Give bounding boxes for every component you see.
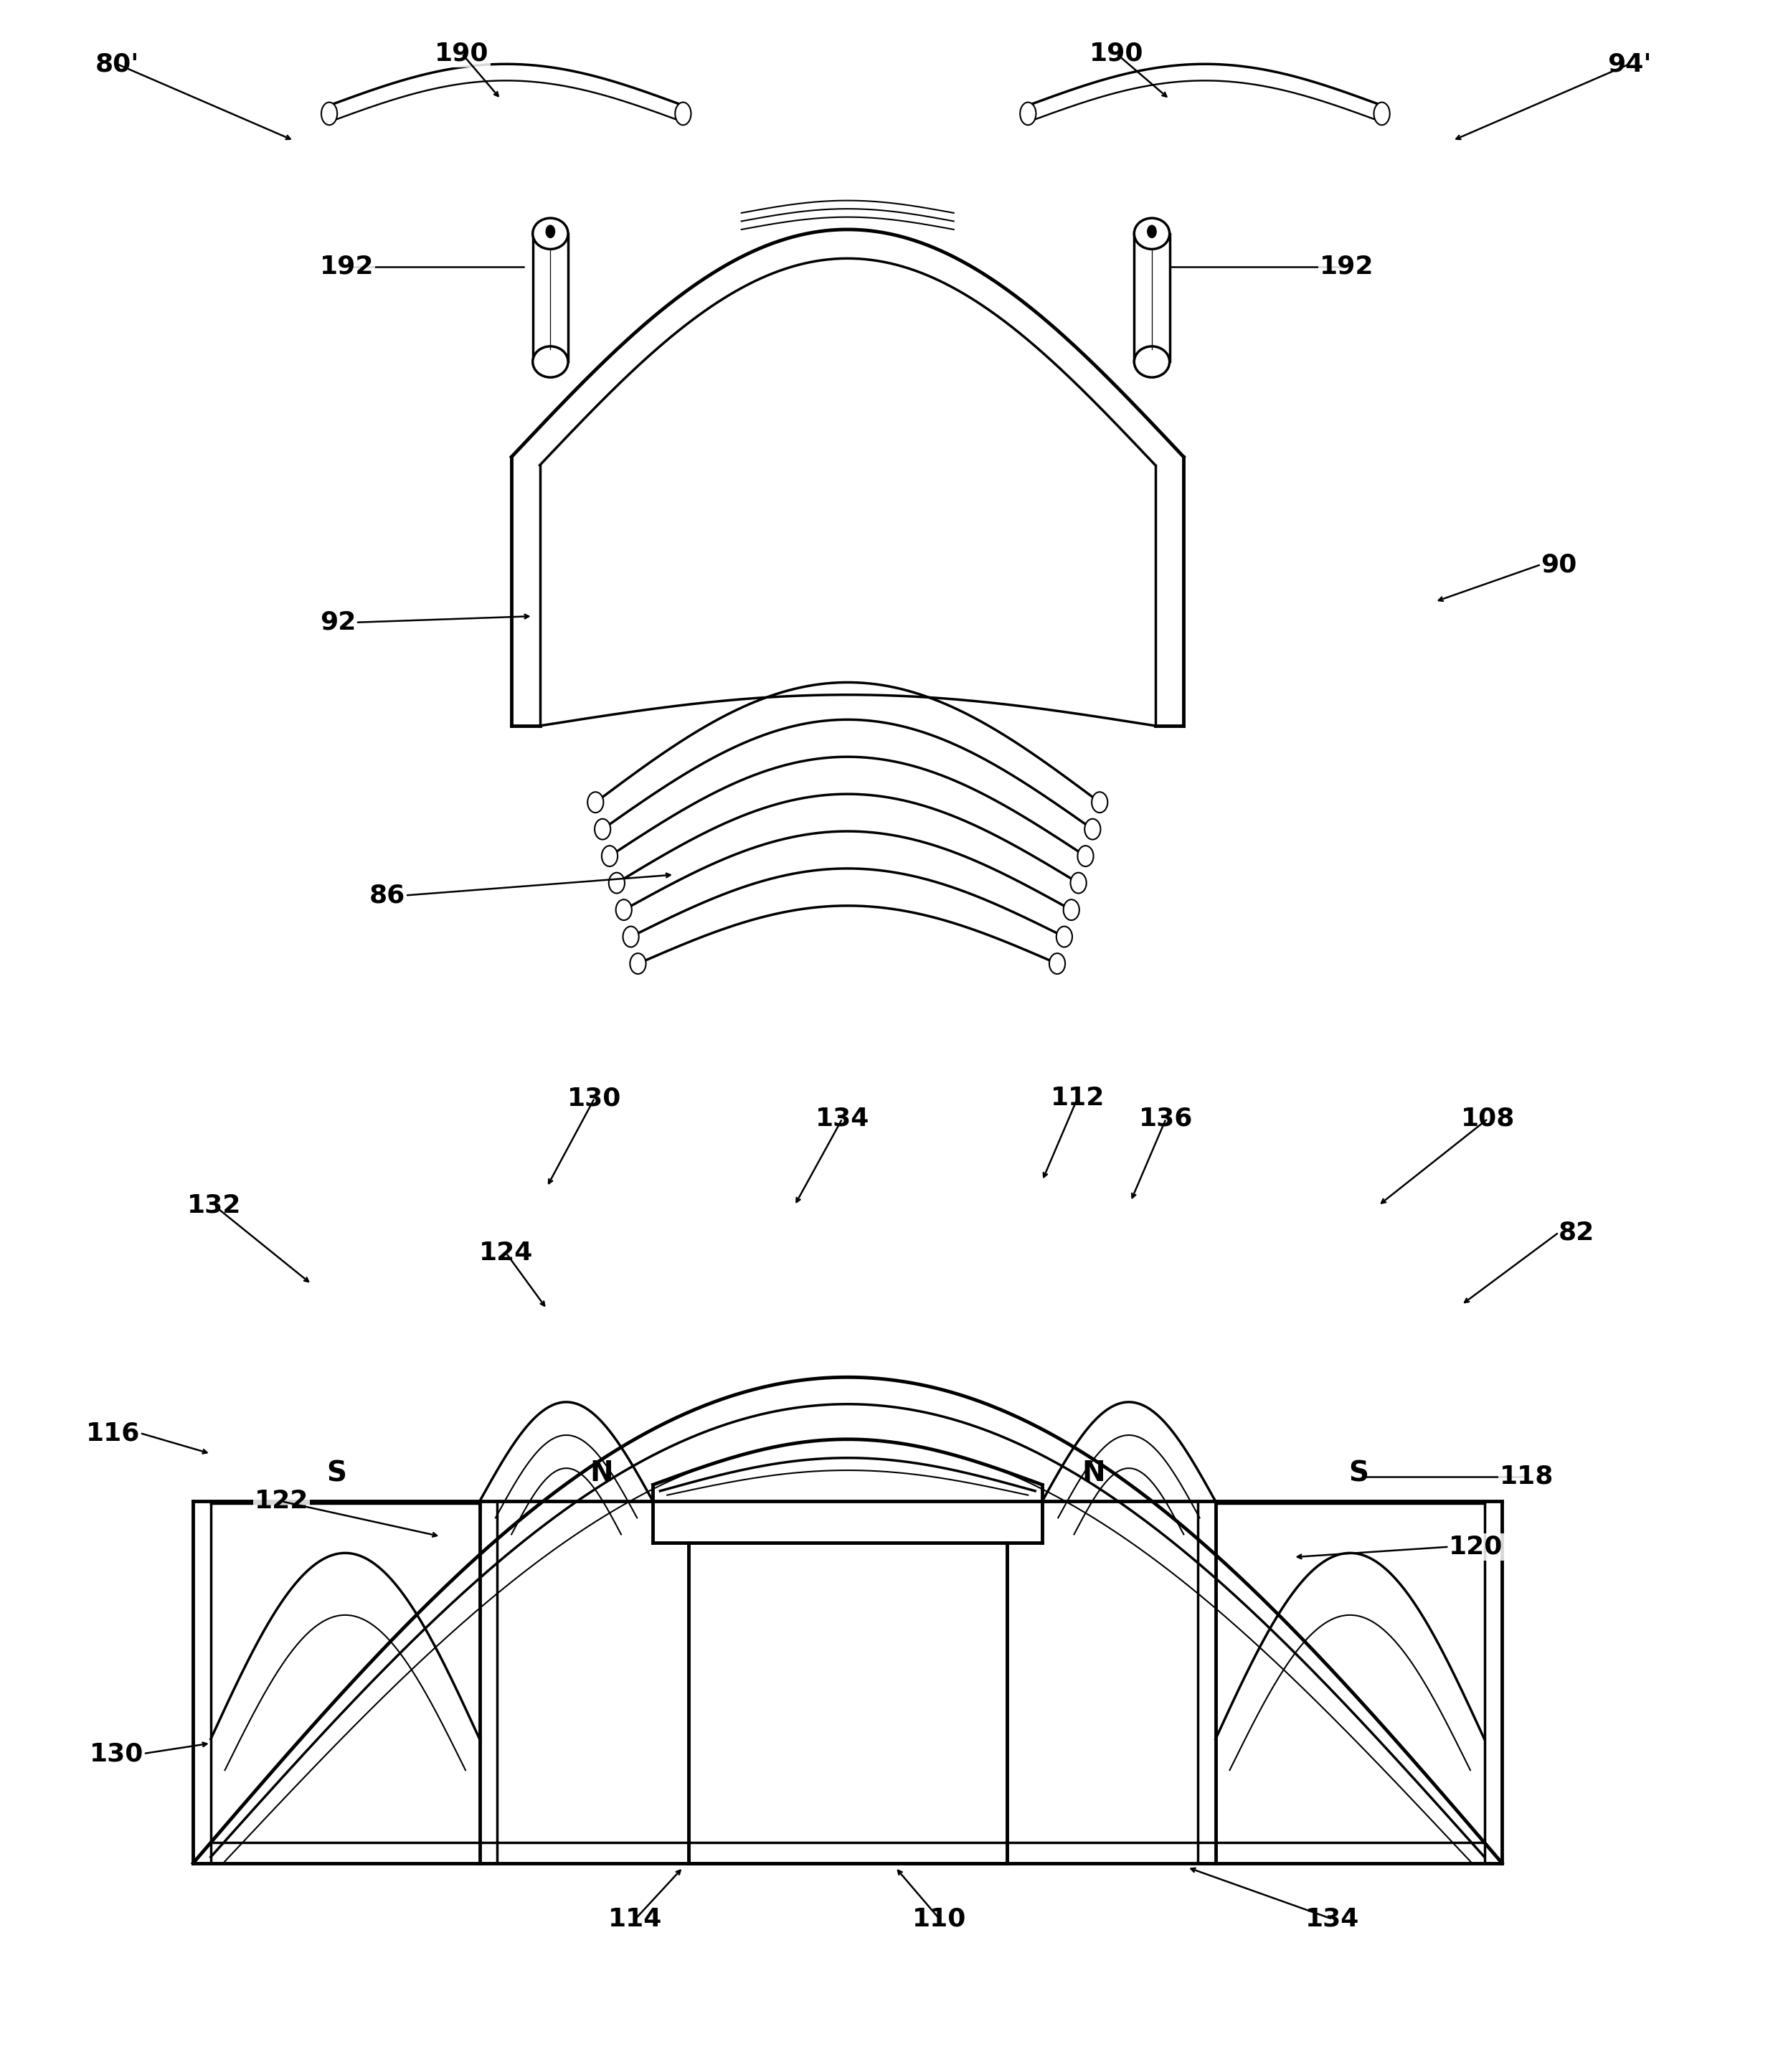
- Text: 190: 190: [1089, 41, 1144, 66]
- Text: 192: 192: [1319, 255, 1374, 280]
- Text: 134: 134: [1305, 1906, 1360, 1931]
- Ellipse shape: [1147, 226, 1156, 238]
- Ellipse shape: [594, 818, 610, 839]
- Text: S: S: [326, 1459, 346, 1488]
- Text: S: S: [1349, 1459, 1369, 1488]
- Text: 122: 122: [255, 1490, 309, 1513]
- Text: 80': 80': [96, 52, 138, 77]
- Text: 90: 90: [1541, 553, 1578, 576]
- Ellipse shape: [321, 102, 337, 124]
- Text: 112: 112: [1051, 1086, 1105, 1111]
- Text: 94': 94': [1608, 52, 1651, 77]
- Text: 132: 132: [188, 1193, 241, 1218]
- Ellipse shape: [1071, 872, 1087, 893]
- Ellipse shape: [532, 346, 567, 377]
- Ellipse shape: [1135, 346, 1170, 377]
- Text: 82: 82: [1558, 1220, 1594, 1245]
- Text: 136: 136: [1138, 1106, 1193, 1131]
- Bar: [1135, 234, 1170, 363]
- Ellipse shape: [629, 953, 645, 974]
- Text: 108: 108: [1461, 1106, 1514, 1131]
- Text: N: N: [1082, 1459, 1105, 1488]
- Text: 130: 130: [89, 1740, 144, 1765]
- Ellipse shape: [1078, 845, 1094, 866]
- Text: 86: 86: [369, 883, 406, 908]
- Text: N: N: [590, 1459, 613, 1488]
- Ellipse shape: [1085, 818, 1101, 839]
- Ellipse shape: [1019, 102, 1035, 124]
- Ellipse shape: [608, 872, 624, 893]
- Text: 134: 134: [816, 1106, 869, 1131]
- Text: 130: 130: [567, 1086, 622, 1111]
- Text: 114: 114: [608, 1906, 663, 1931]
- Ellipse shape: [587, 792, 603, 812]
- Ellipse shape: [601, 845, 617, 866]
- Ellipse shape: [676, 102, 691, 124]
- Ellipse shape: [1135, 218, 1170, 249]
- Ellipse shape: [1092, 792, 1108, 812]
- Text: 124: 124: [479, 1241, 534, 1266]
- Ellipse shape: [532, 218, 567, 249]
- Ellipse shape: [1050, 953, 1066, 974]
- Ellipse shape: [1064, 899, 1080, 920]
- Text: 92: 92: [319, 611, 356, 634]
- Text: 118: 118: [1500, 1465, 1553, 1488]
- Bar: [532, 234, 567, 363]
- Text: 120: 120: [1449, 1535, 1504, 1558]
- Ellipse shape: [622, 926, 638, 947]
- Text: 116: 116: [85, 1421, 140, 1446]
- Text: 110: 110: [913, 1906, 966, 1931]
- Ellipse shape: [1057, 926, 1073, 947]
- Text: 190: 190: [434, 41, 489, 66]
- Ellipse shape: [546, 226, 555, 238]
- Ellipse shape: [615, 899, 631, 920]
- Text: 192: 192: [319, 255, 374, 280]
- Ellipse shape: [1374, 102, 1390, 124]
